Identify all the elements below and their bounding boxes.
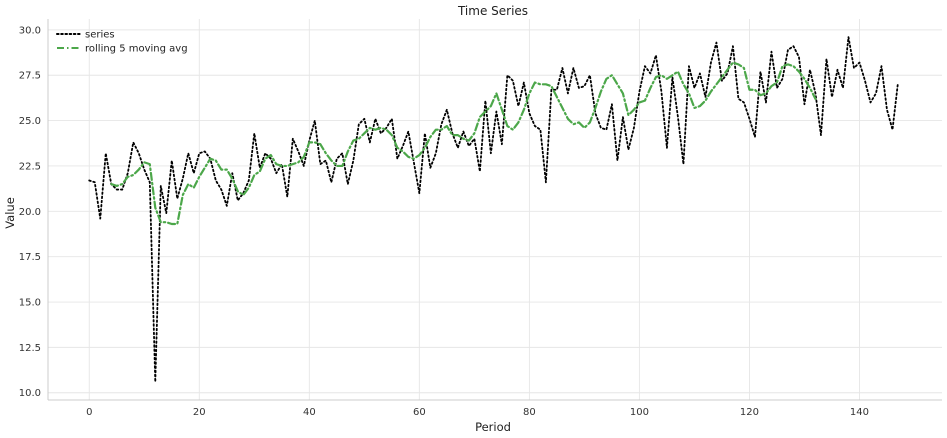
y-tick-label: 12.5 (19, 343, 41, 354)
series-lines (88, 36, 899, 383)
x-tick-label: 140 (850, 407, 869, 418)
legend-label-rolling-avg: rolling 5 moving avg (85, 44, 188, 55)
y-tick-label: 15.0 (19, 298, 41, 309)
y-axis-title: Value (3, 197, 17, 229)
y-tick-label: 10.0 (19, 388, 41, 399)
x-tick-label: 0 (86, 407, 92, 418)
y-tick-label: 25.0 (19, 116, 41, 127)
x-tick-label: 100 (630, 407, 649, 418)
y-tick-label: 30.0 (19, 25, 41, 36)
rolling-avg-line (110, 61, 817, 226)
chart-title: Time Series (457, 4, 528, 18)
series-line (88, 36, 899, 383)
x-axis-title: Period (475, 420, 511, 434)
x-tick-label: 40 (303, 407, 316, 418)
axes (47, 19, 942, 401)
x-tick-label: 20 (193, 407, 206, 418)
y-tick-label: 20.0 (19, 207, 41, 218)
x-tick-label: 80 (523, 407, 536, 418)
legend-label-series: series (85, 30, 115, 41)
y-tick-label: 22.5 (19, 161, 41, 172)
legend: series rolling 5 moving avg (56, 30, 188, 55)
grid-lines (48, 19, 942, 400)
x-tick-label: 60 (413, 407, 426, 418)
x-tick-label: 120 (740, 407, 759, 418)
tick-labels: 0 20 40 60 80 100 120 140 10.0 12.5 15.0 17.5 20.0 22… (19, 25, 869, 418)
y-tick-label: 17.5 (19, 252, 41, 263)
y-tick-label: 27.5 (19, 71, 41, 82)
